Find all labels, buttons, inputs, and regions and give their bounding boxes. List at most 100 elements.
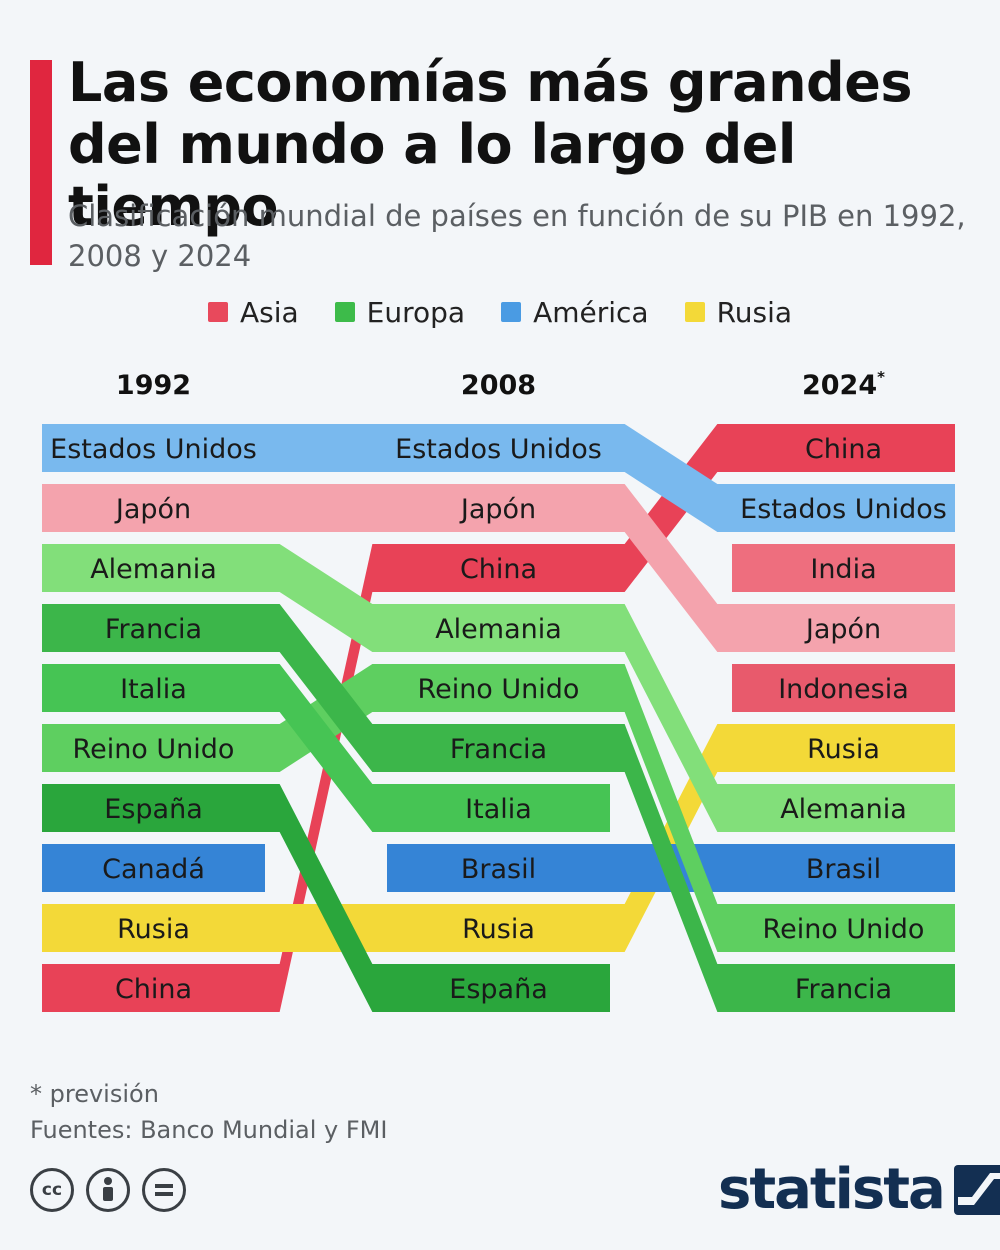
bar-japon-2008	[387, 484, 610, 532]
row-label: Rusia	[117, 914, 190, 945]
legend-label: Rusia	[716, 295, 793, 329]
by-icon[interactable]	[86, 1168, 130, 1212]
brand-logo[interactable]: statista	[718, 1158, 1000, 1222]
bar-japon-2024-	[732, 604, 955, 652]
legend-item-europa: Europa	[334, 295, 466, 329]
link-japon-2008-2024-	[609, 484, 733, 652]
legend-label: Europa	[366, 295, 466, 329]
row-label: Francia	[105, 614, 202, 645]
statista-logo-icon	[953, 1165, 1000, 1215]
bar-espana-1992	[42, 784, 265, 832]
row-label: Estados Unidos	[50, 434, 257, 465]
row-label: India	[810, 554, 876, 585]
row-label: Estados Unidos	[395, 434, 602, 465]
bar-china-2008	[387, 544, 610, 592]
ribbon-indonesia	[732, 664, 955, 712]
bar-italia-2008	[387, 784, 610, 832]
link-italia-1992-2008	[264, 664, 388, 832]
license-icons: cc	[30, 1168, 186, 1212]
row-label: Francia	[795, 974, 892, 1005]
row-label: Alemania	[90, 554, 217, 585]
column-header-2008: 2008	[461, 370, 536, 401]
cc-icon[interactable]: cc	[30, 1168, 74, 1212]
legend-item-america: América	[501, 296, 649, 329]
ribbon-india	[732, 544, 955, 592]
row-label: China	[805, 434, 882, 465]
bar-francia-2008	[387, 724, 610, 772]
legend-swatch	[334, 302, 355, 322]
link-alemania-2008-2024-	[609, 604, 733, 832]
ribbon-canada	[42, 844, 265, 892]
legend-label: Asia	[239, 295, 299, 329]
legend-item-asia: Asia	[207, 295, 299, 329]
forecast-note: * previsión	[30, 1080, 159, 1108]
nd-icon[interactable]	[142, 1168, 186, 1212]
legend-label: América	[533, 295, 649, 329]
ribbon-alemania	[42, 544, 955, 832]
legend-item-rusia: Rusia	[684, 295, 793, 329]
row-label: Alemania	[780, 794, 907, 825]
legend-swatch	[501, 302, 522, 322]
ribbon-japon	[42, 484, 955, 652]
row-label: Reino Unido	[73, 734, 235, 765]
legend-swatch	[207, 302, 228, 322]
sources: Fuentes: Banco Mundial y FMI	[30, 1116, 388, 1144]
row-label: España	[449, 974, 547, 1005]
link-estados-unidos-2008-2024-	[609, 424, 733, 532]
bar-brasil-2024-	[732, 844, 955, 892]
row-label: Italia	[120, 674, 187, 705]
bar-italia-1992	[42, 664, 265, 712]
row-label: Reino Unido	[763, 914, 925, 945]
link-japon-1992-2008	[264, 484, 388, 532]
bar-canada-1992	[42, 844, 265, 892]
link-estados-unidos-1992-2008	[264, 424, 388, 472]
link-francia-1992-2008	[264, 604, 388, 772]
legend-swatch	[684, 302, 705, 322]
bar-reino-unido-2024-	[732, 904, 955, 952]
bar-brasil-2008	[387, 844, 610, 892]
row-label: Rusia	[462, 914, 535, 945]
row-labels: Estados Unidos Japón Alemania Francia Italia…	[50, 434, 947, 1005]
bar-estados-unidos-1992	[42, 424, 265, 472]
bar-estados-unidos-2024-	[732, 484, 955, 532]
bar-reino-unido-2008	[387, 664, 610, 712]
bar-estados-unidos-2008	[387, 424, 610, 472]
bar-china-1992	[42, 964, 265, 1012]
row-label: Japón	[459, 494, 536, 525]
row-label: Reino Unido	[418, 674, 580, 705]
row-label: Indonesia	[778, 674, 909, 705]
ribbon-china	[42, 424, 955, 1012]
row-label: Francia	[450, 734, 547, 765]
bar-japon-1992	[42, 484, 265, 532]
link-francia-2008-2024-	[609, 724, 733, 1012]
bar-francia-2024-	[732, 964, 955, 1012]
row-label: China	[460, 554, 537, 585]
bar-rusia-1992	[42, 904, 265, 952]
link-espana-1992-2008	[264, 784, 388, 1012]
row-label: Canadá	[102, 854, 205, 885]
link-reino-unido-1992-2008	[264, 664, 388, 772]
legend: Asia Europa América Rusia	[0, 292, 1000, 332]
bar-rusia-2024-	[732, 724, 955, 772]
page-title: Las economías más grandes del mundo a lo…	[68, 51, 912, 238]
column-header-1992: 1992	[116, 370, 191, 401]
row-label: Rusia	[807, 734, 880, 765]
brand-name: statista	[718, 1157, 946, 1222]
row-label: Japón	[804, 614, 881, 645]
row-label: Brasil	[461, 854, 536, 885]
ribbon-estados-unidos	[42, 424, 955, 532]
row-label: Italia	[465, 794, 532, 825]
ribbon-espana	[42, 784, 610, 1012]
row-label: Japón	[114, 494, 191, 525]
bar-alemania-1992	[42, 544, 265, 592]
bar-rusia-2008	[387, 904, 610, 952]
bar-indonesia-2024-	[732, 664, 955, 712]
ribbons	[42, 424, 955, 1012]
bar-china-2024-	[732, 424, 955, 472]
row-label: Estados Unidos	[740, 494, 947, 525]
ribbon-reino-unido	[42, 664, 955, 952]
ribbon-francia	[42, 604, 955, 1012]
row-label: China	[115, 974, 192, 1005]
column-header-2024-: 2024*	[802, 368, 885, 401]
link-reino-unido-2008-2024-	[609, 664, 733, 952]
